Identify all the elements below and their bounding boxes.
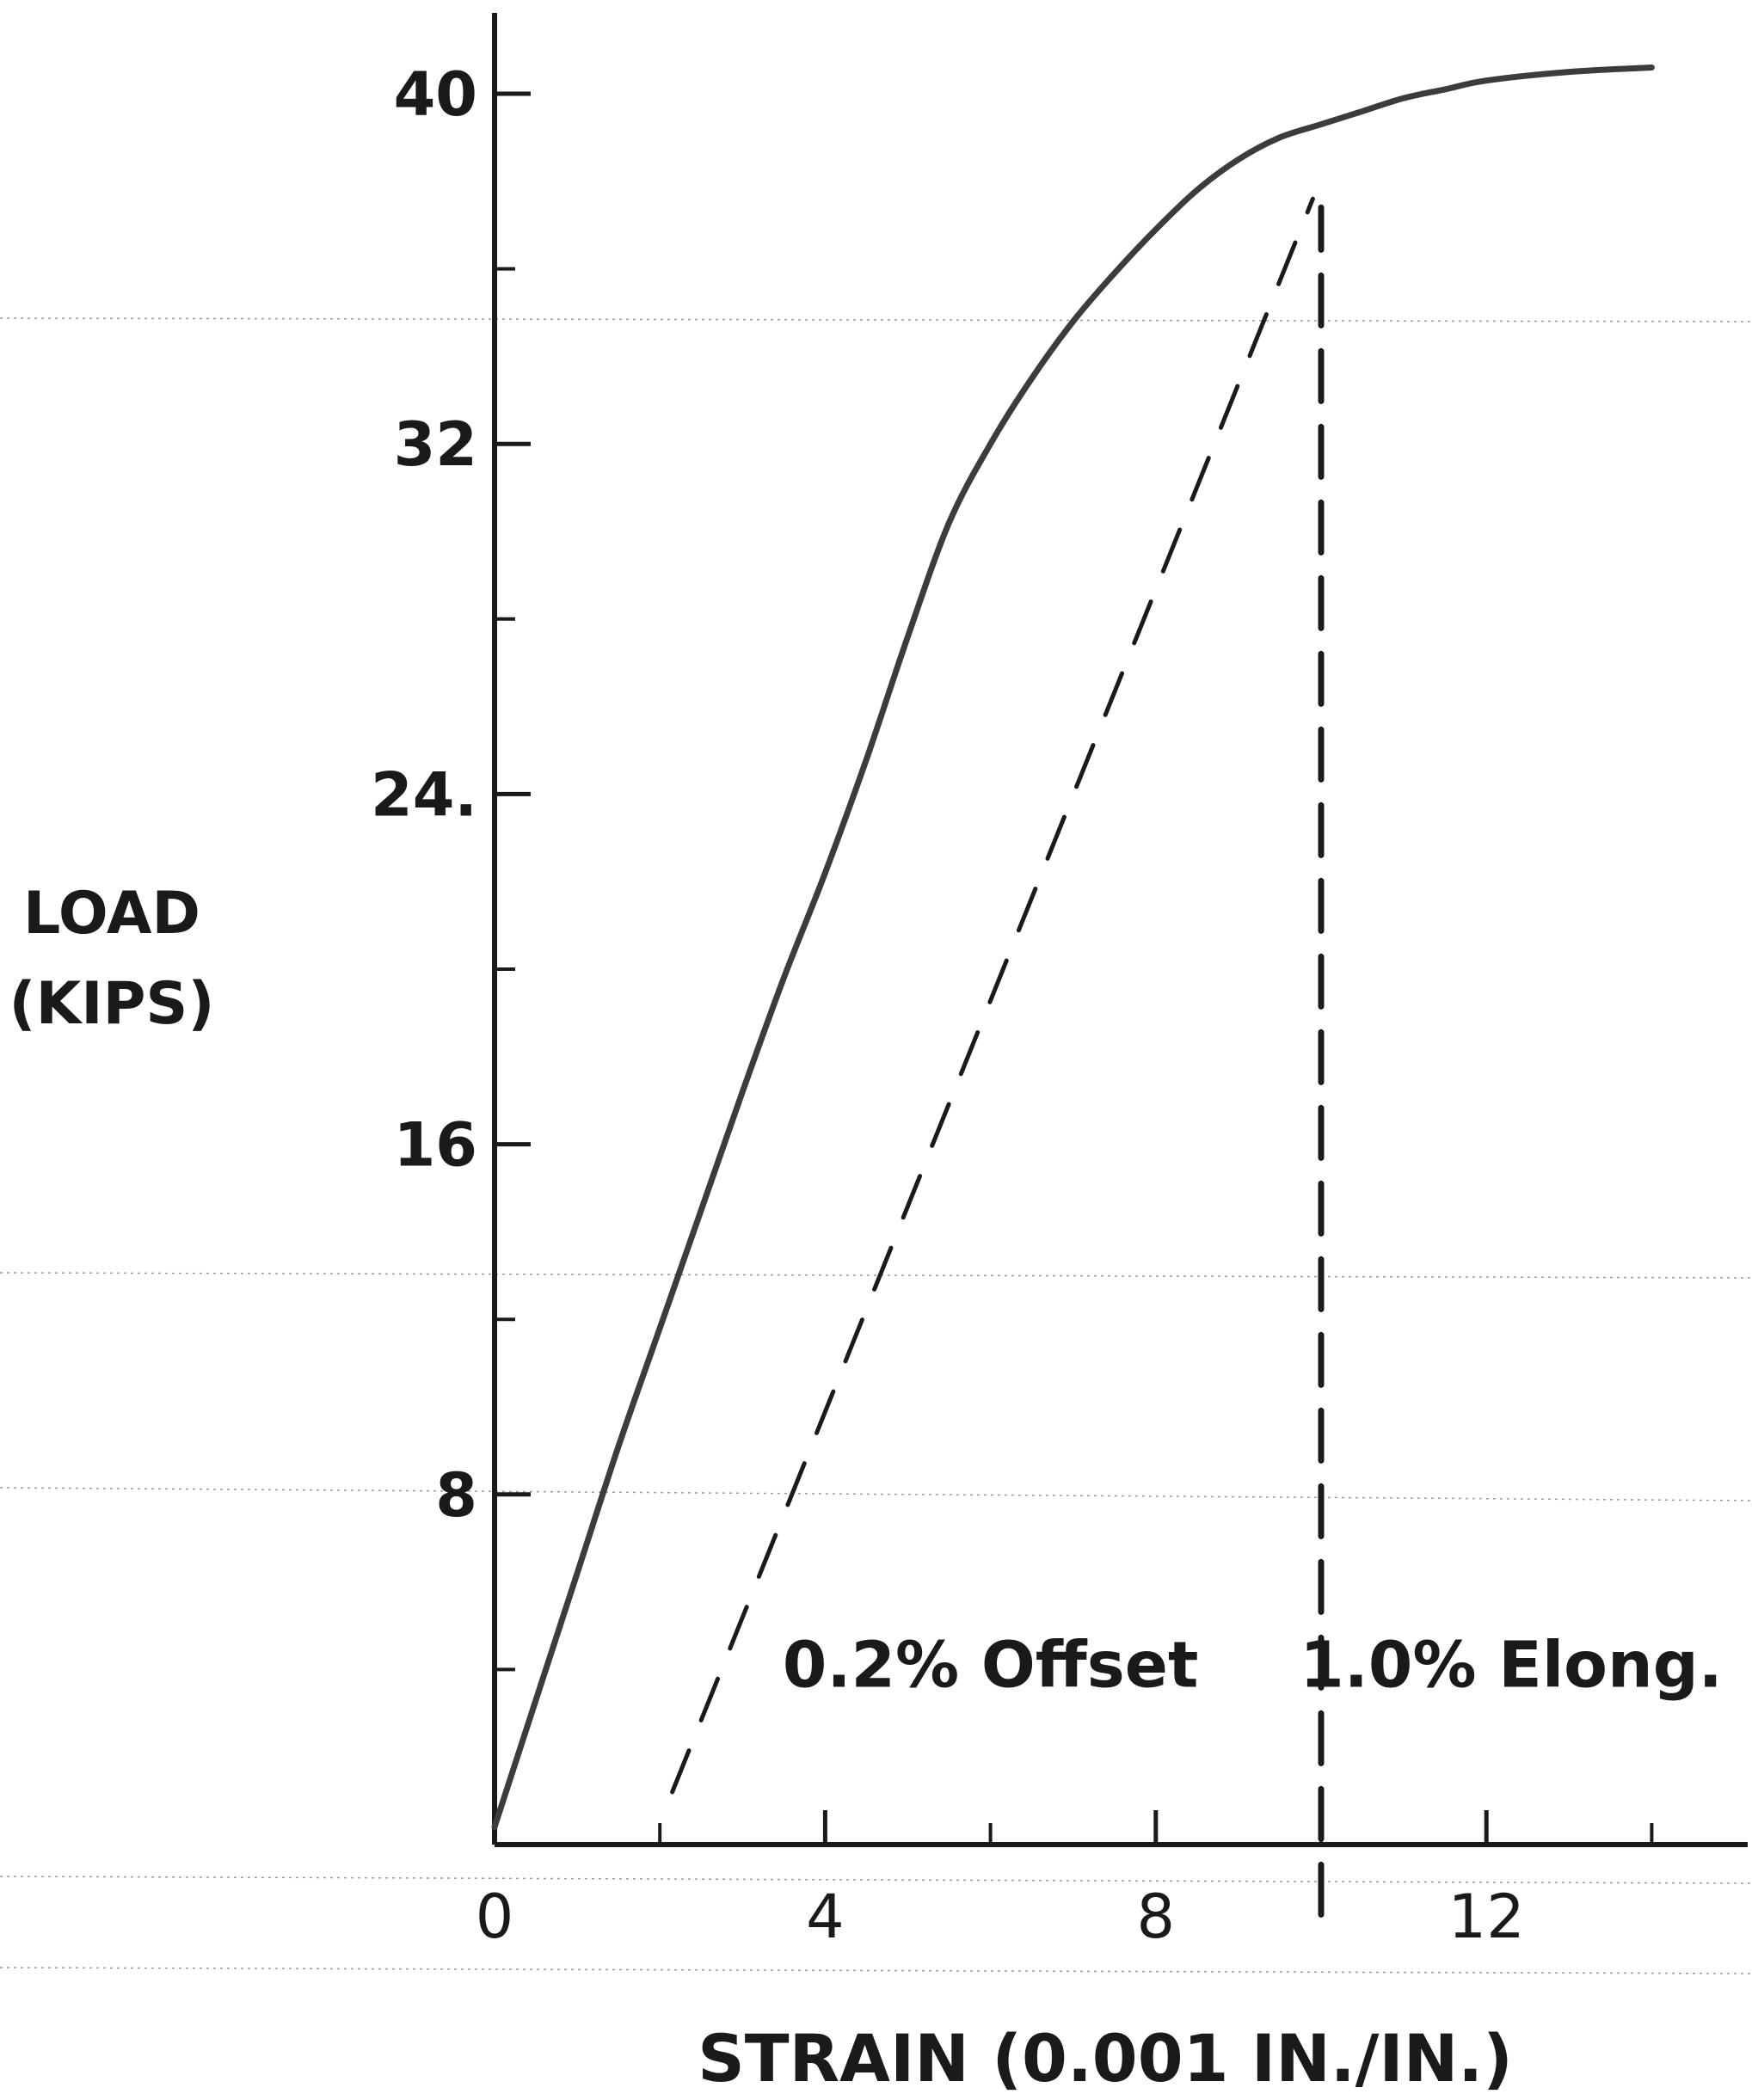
series-group	[491, 64, 1655, 1918]
y-axis-title-line2: (KIPS)	[9, 970, 215, 1038]
y-axis-title-line1: LOAD	[23, 880, 200, 948]
annotations: 0.2% Offset 1.0% Elong.	[783, 1628, 1723, 1702]
annotation-elongation: 1.0% Elong.	[1300, 1628, 1723, 1702]
y-axis-title: LOAD (KIPS)	[9, 880, 215, 1038]
y-tick-label: 40	[394, 59, 477, 130]
x-tick-label: 12	[1448, 1882, 1525, 1952]
x-tick-label: 8	[1137, 1882, 1176, 1952]
y-tick-label: 16	[394, 1110, 477, 1181]
x-axis-title: STRAIN (0.001 IN./IN.)	[698, 2020, 1513, 2097]
x-tick-label: 4	[806, 1882, 845, 1952]
y-tick-label: 8	[435, 1460, 477, 1531]
annotation-offset: 0.2% Offset	[783, 1628, 1198, 1702]
offset-line-0-2-percent	[670, 196, 1315, 1795]
y-tick-label: 24.	[371, 759, 477, 830]
scan-background-lines	[0, 317, 1752, 1974]
x-tick-label: 0	[476, 1882, 514, 1952]
y-tick-label: 32	[394, 409, 477, 480]
load-strain-curve	[491, 64, 1655, 1831]
axes: 8 16 24. 32 40 0 4 8 12	[371, 13, 1748, 1952]
